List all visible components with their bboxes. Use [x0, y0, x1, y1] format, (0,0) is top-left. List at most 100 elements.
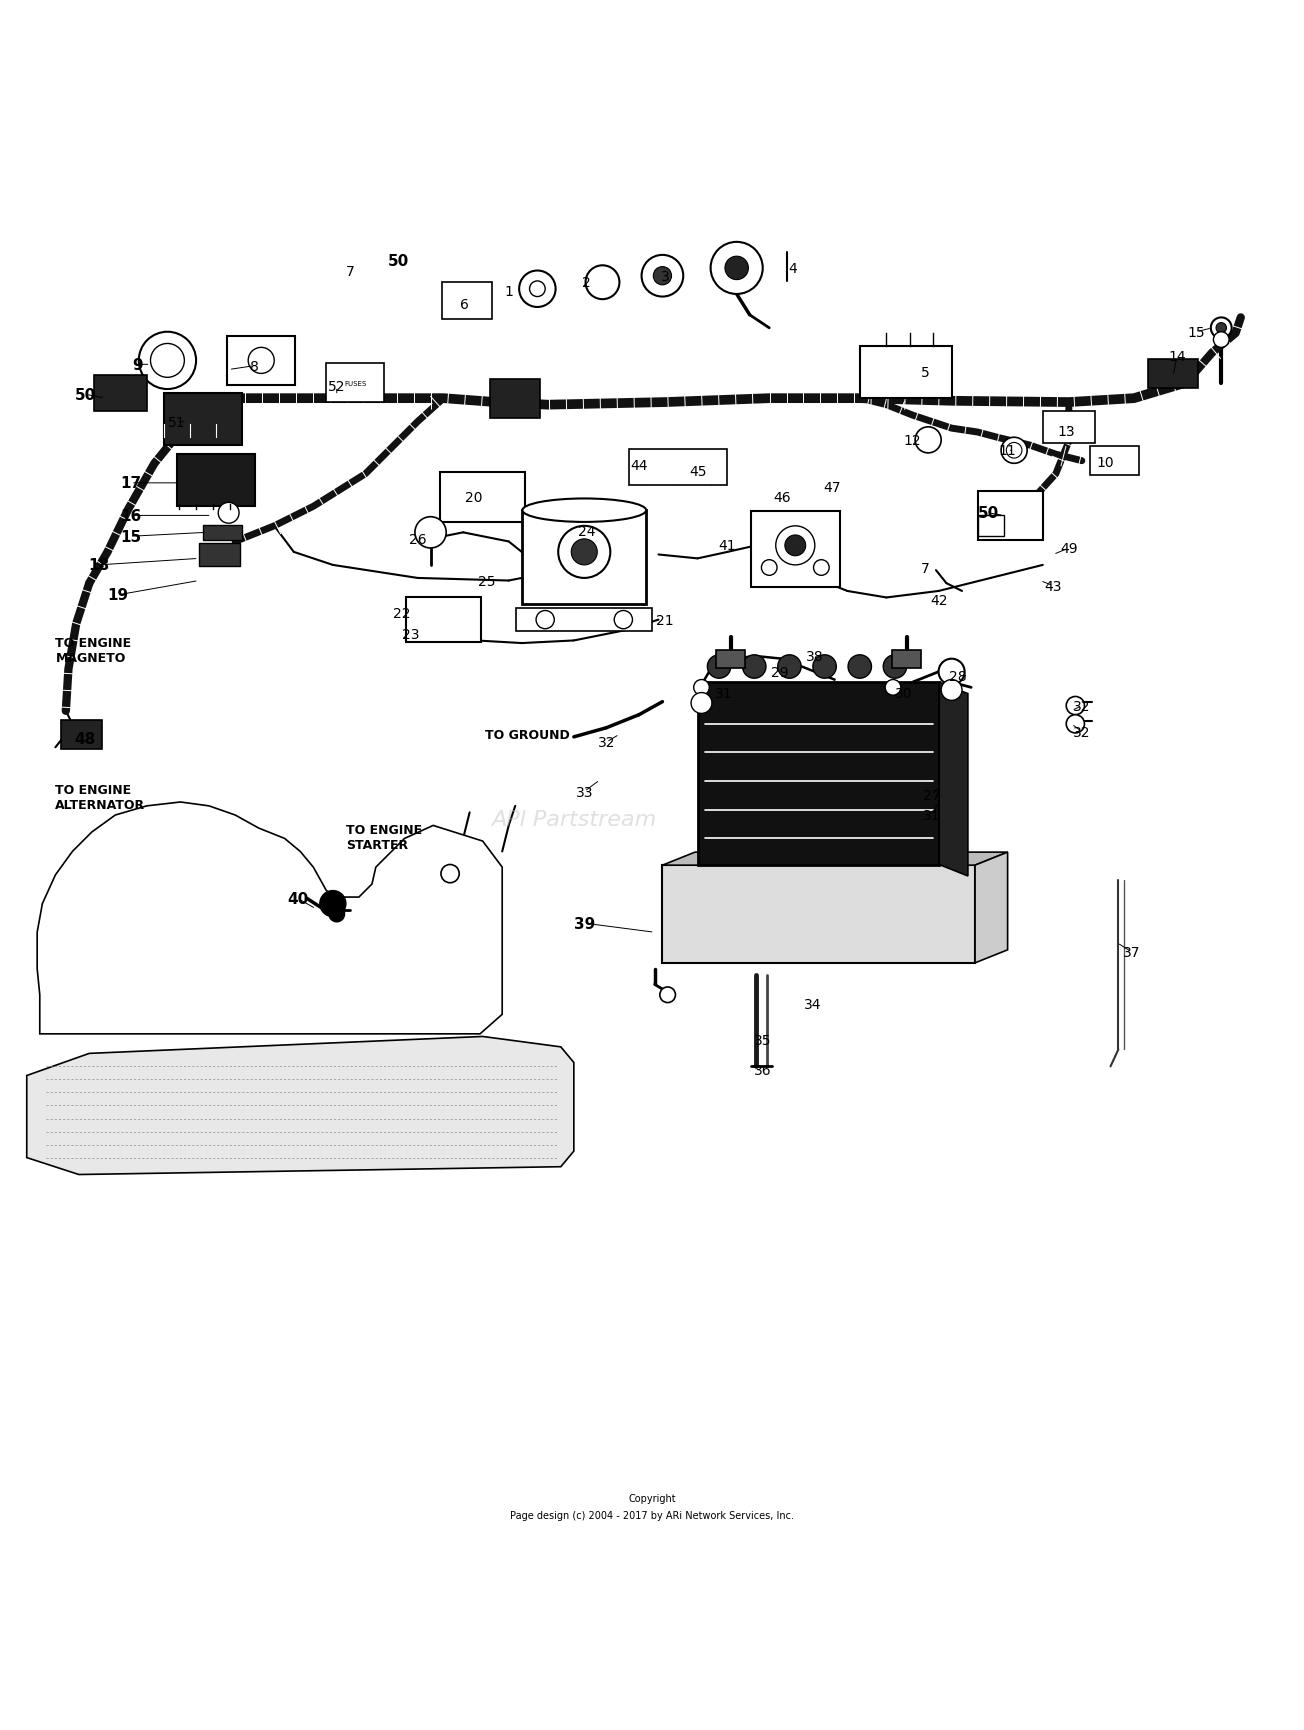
Bar — [892, 650, 921, 668]
Text: 25: 25 — [477, 574, 496, 588]
Text: 36: 36 — [754, 1064, 772, 1078]
Circle shape — [691, 694, 712, 714]
Bar — [978, 516, 1004, 536]
Text: 49: 49 — [1060, 541, 1077, 555]
Bar — [94, 375, 146, 412]
Circle shape — [1007, 443, 1022, 458]
Text: APl Partstream: APl Partstream — [492, 810, 656, 829]
Circle shape — [939, 659, 965, 685]
Text: 48: 48 — [74, 732, 96, 746]
Text: 50: 50 — [74, 388, 96, 403]
Text: Copyright: Copyright — [629, 1493, 675, 1503]
Bar — [441, 472, 526, 522]
Circle shape — [571, 540, 597, 566]
Text: 7: 7 — [346, 265, 355, 279]
Circle shape — [536, 611, 554, 630]
Text: 5: 5 — [921, 367, 930, 381]
Text: 27: 27 — [923, 789, 940, 803]
Circle shape — [329, 907, 344, 922]
Polygon shape — [662, 853, 1008, 865]
Text: 43: 43 — [1045, 580, 1061, 593]
Text: 51: 51 — [168, 415, 185, 429]
Text: 22: 22 — [393, 607, 411, 621]
Polygon shape — [27, 1036, 574, 1175]
Bar — [861, 346, 952, 400]
Bar — [442, 284, 492, 320]
Text: 23: 23 — [402, 628, 420, 642]
Bar — [60, 720, 102, 749]
Text: 44: 44 — [630, 458, 648, 472]
Text: Page design (c) 2004 - 2017 by ARi Network Services, Inc.: Page design (c) 2004 - 2017 by ARi Netwo… — [510, 1510, 794, 1519]
Text: TO ENGINE
ALTERNATOR: TO ENGINE ALTERNATOR — [55, 784, 146, 811]
Text: 20: 20 — [464, 491, 482, 505]
Circle shape — [915, 427, 941, 453]
Polygon shape — [38, 803, 502, 1035]
Circle shape — [319, 891, 346, 917]
Circle shape — [1067, 714, 1085, 734]
Circle shape — [1217, 324, 1227, 334]
Text: 4: 4 — [789, 261, 797, 275]
Text: 30: 30 — [895, 687, 913, 701]
Circle shape — [725, 258, 748, 280]
Text: 7: 7 — [921, 561, 930, 574]
Circle shape — [415, 517, 446, 548]
Text: 31: 31 — [923, 808, 941, 822]
Circle shape — [941, 680, 962, 701]
Text: 37: 37 — [1123, 945, 1140, 958]
Ellipse shape — [523, 500, 647, 522]
Text: TO GROUND: TO GROUND — [485, 728, 570, 742]
Bar — [406, 597, 481, 644]
Circle shape — [218, 503, 239, 524]
Text: 21: 21 — [656, 612, 674, 628]
Text: 17: 17 — [120, 476, 142, 491]
Circle shape — [642, 256, 683, 298]
Circle shape — [138, 332, 196, 389]
Bar — [516, 609, 652, 631]
Text: 38: 38 — [806, 650, 824, 664]
Circle shape — [742, 656, 765, 678]
Circle shape — [558, 526, 610, 578]
Text: 32: 32 — [1073, 725, 1090, 739]
Circle shape — [441, 865, 459, 884]
Text: 41: 41 — [719, 540, 737, 554]
Bar — [227, 336, 295, 386]
Polygon shape — [939, 683, 968, 877]
Text: 15: 15 — [1188, 325, 1205, 339]
Text: 16: 16 — [120, 509, 142, 524]
Text: 32: 32 — [597, 735, 615, 749]
Circle shape — [585, 266, 619, 299]
Text: 52: 52 — [329, 381, 346, 394]
Text: 33: 33 — [575, 785, 593, 799]
Text: 15: 15 — [120, 529, 142, 545]
Bar — [198, 543, 240, 567]
Text: 1: 1 — [505, 285, 514, 299]
Circle shape — [762, 561, 777, 576]
Text: 32: 32 — [1073, 699, 1090, 713]
Circle shape — [777, 656, 801, 678]
Circle shape — [814, 561, 829, 576]
Text: 14: 14 — [1168, 349, 1185, 365]
Circle shape — [883, 656, 906, 678]
Text: 35: 35 — [754, 1035, 772, 1048]
Text: TO ENGINE
MAGNETO: TO ENGINE MAGNETO — [55, 637, 132, 664]
Text: 50: 50 — [978, 505, 999, 521]
Text: 45: 45 — [689, 465, 707, 479]
Text: 40: 40 — [287, 891, 308, 907]
Text: 9: 9 — [132, 358, 142, 372]
Text: 24: 24 — [578, 524, 596, 538]
Bar — [1149, 360, 1198, 389]
Circle shape — [150, 344, 184, 379]
Text: 13: 13 — [1058, 424, 1074, 438]
Circle shape — [1001, 438, 1028, 464]
Circle shape — [1214, 332, 1230, 348]
Circle shape — [248, 348, 274, 374]
Circle shape — [660, 988, 675, 1003]
Text: 3: 3 — [661, 270, 669, 284]
Text: 39: 39 — [574, 917, 595, 931]
Bar — [978, 491, 1043, 541]
Circle shape — [529, 282, 545, 298]
Circle shape — [1211, 318, 1232, 339]
Text: FUSES: FUSES — [344, 381, 366, 386]
Text: 8: 8 — [250, 360, 259, 374]
Circle shape — [848, 656, 871, 678]
